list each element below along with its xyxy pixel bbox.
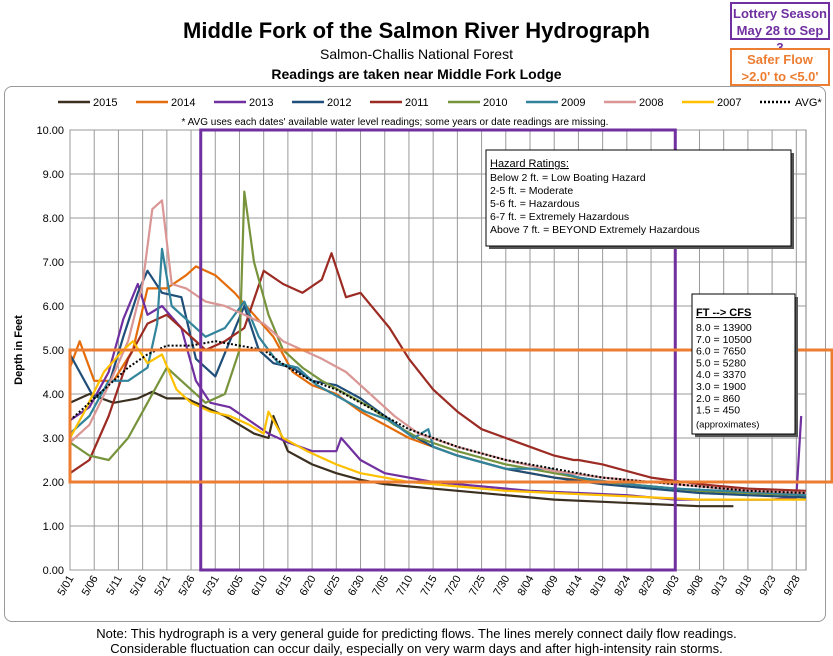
x-tick-label: 8/04 [515,574,536,599]
y-tick-label: 7.00 [43,257,64,269]
legend-label: 2012 [327,97,351,109]
x-tick-label: 9/23 [758,574,779,599]
avg-note: * AVG uses each dates' available water l… [182,117,609,128]
cfs-row: 6.0 = 7650 [696,346,746,358]
y-tick-label: 9.00 [43,169,64,181]
x-tick-label: 6/25 [322,574,343,599]
legend-label: 2008 [639,97,663,109]
x-tick-label: 9/13 [709,574,730,599]
lottery-season-label: Lottery Season [733,6,827,21]
y-tick-label: 10.00 [36,125,64,137]
y-tick-label: 6.00 [43,301,64,313]
hazard-title: Hazard Ratings: [490,158,569,170]
legend-label: 2011 [405,97,429,109]
hazard-rating-line: Below 2 ft. = Low Boating Hazard [490,172,646,184]
footnote: Note: This hydrograph is a very general … [0,626,833,656]
x-tick-label: 5/26 [177,574,198,599]
y-tick-label: 4.00 [43,389,64,401]
y-tick-label: 8.00 [43,213,64,225]
series-line-2007 [69,340,806,501]
y-tick-label: 2.00 [43,477,64,489]
chart-subtitle: Salmon-Challis National Forest [320,46,513,62]
lottery-season-dates: May 28 to Sep 3 [736,23,824,55]
legend-label: 2013 [249,97,273,109]
x-tick-label: 6/20 [298,574,319,599]
x-tick-label: 7/30 [491,574,512,599]
safer-flow-range: >2.0' to <5.0' [741,69,819,84]
series-line-2008 [69,199,807,495]
legend-label: 2007 [717,97,741,109]
hazard-rating-line: 2-5 ft. = Moderate [490,185,573,197]
legend-label: 2015 [93,97,117,109]
legend-label: 2014 [171,97,195,109]
footnote-line-1: Note: This hydrograph is a very general … [96,626,737,641]
cfs-box [691,293,796,435]
x-tick-label: 7/05 [370,574,391,599]
x-tick-label: 9/18 [733,574,754,599]
series-line-2009 [69,247,807,497]
cfs-row: 2.0 = 860 [696,393,740,405]
x-tick-label: 8/19 [588,574,609,599]
chart-title: Middle Fork of the Salmon River Hydrogra… [183,18,650,43]
y-tick-label: 5.00 [43,345,64,357]
hazard-rating-line: 5-6 ft. = Hazardous [490,198,580,210]
legend-label: 2010 [483,97,507,109]
x-tick-label: 6/10 [249,574,270,599]
x-tick-label: 8/14 [564,574,585,599]
x-tick-label: 6/30 [346,574,367,599]
cfs-row: 7.0 = 10500 [696,334,752,346]
cfs-row: 1.5 = 450 [696,405,740,417]
cfs-note: (approximates) [696,419,759,430]
x-tick-label: 8/29 [637,574,658,599]
lottery-season-box: Lottery Season May 28 to Sep 3 [730,2,830,55]
y-axis-label: Depth in Feet [13,315,25,385]
legend-label: AVG* [795,97,822,109]
x-tick-label: 7/20 [443,574,464,599]
safer-flow-box: Safer Flow >2.0' to <5.0' [730,48,830,86]
chart-subtitle-location: Readings are taken near Middle Fork Lodg… [271,66,562,82]
series-line-2011 [69,252,807,492]
footnote-line-2: Considerable fluctuation can occur daily… [110,641,723,656]
hazard-rating-line: 6-7 ft. = Extremely Hazardous [490,211,629,223]
x-tick-label: 5/16 [128,574,149,599]
x-tick-label: 9/28 [782,574,803,599]
x-tick-label: 5/21 [152,574,173,599]
series-line-AVG [69,340,807,494]
x-tick-label: 7/15 [419,574,440,599]
safer-flow-label: Safer Flow [747,52,813,67]
cfs-row: 3.0 = 1900 [696,381,746,393]
x-tick-label: 8/09 [540,574,561,599]
cfs-row: 8.0 = 13900 [696,322,752,334]
hazard-box [485,149,792,247]
cfs-row: 5.0 = 5280 [696,357,746,369]
hazard-rating-line: Above 7 ft. = BEYOND Extremely Hazardous [490,224,700,236]
chart-frame [4,86,826,622]
y-tick-label: 1.00 [43,521,64,533]
cfs-title: FT --> CFS [696,307,751,319]
legend-label: 2009 [561,97,585,109]
x-tick-label: 6/15 [273,574,294,599]
y-tick-label: 0.00 [43,565,64,577]
x-tick-label: 5/11 [104,574,125,598]
x-tick-label: 5/01 [55,574,76,599]
x-tick-label: 6/05 [225,574,246,599]
x-tick-label: 5/06 [80,574,101,599]
x-tick-label: 9/03 [661,574,682,599]
x-tick-label: 8/24 [612,574,633,599]
x-tick-label: 9/08 [685,574,706,599]
cfs-row: 4.0 = 3370 [696,369,746,381]
y-tick-label: 3.00 [43,433,64,445]
x-tick-label: 7/25 [467,574,488,599]
safer-flow-band [68,348,833,484]
x-tick-label: 7/10 [394,574,415,599]
x-tick-label: 5/31 [201,574,222,599]
